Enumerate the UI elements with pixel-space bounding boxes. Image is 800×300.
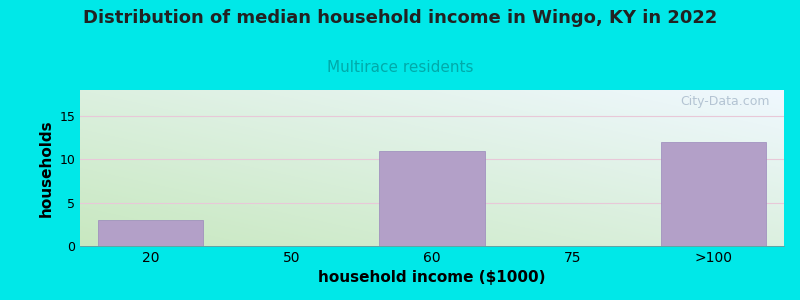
Text: Distribution of median household income in Wingo, KY in 2022: Distribution of median household income … [83, 9, 717, 27]
Text: Multirace residents: Multirace residents [326, 60, 474, 75]
Text: City-Data.com: City-Data.com [681, 95, 770, 108]
Bar [379, 151, 485, 246]
Bar [661, 142, 766, 246]
X-axis label: household income ($1000): household income ($1000) [318, 270, 546, 285]
Bar [98, 220, 203, 246]
Y-axis label: households: households [38, 119, 54, 217]
